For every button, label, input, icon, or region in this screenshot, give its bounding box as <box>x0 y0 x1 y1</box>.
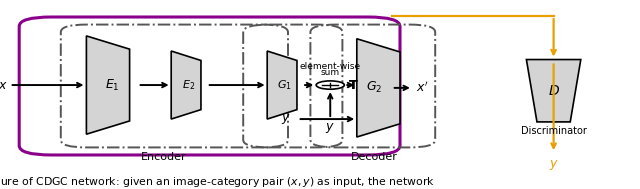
Polygon shape <box>357 39 400 137</box>
Text: Decoder: Decoder <box>351 152 398 162</box>
Text: $y$: $y$ <box>548 158 559 172</box>
Polygon shape <box>172 51 201 119</box>
Circle shape <box>316 81 344 89</box>
Text: $y$: $y$ <box>282 112 291 126</box>
Text: element-wise: element-wise <box>300 62 361 71</box>
Text: $x$: $x$ <box>0 79 8 91</box>
Text: $\mathbf{T}$: $\mathbf{T}$ <box>348 79 358 91</box>
Text: $y$: $y$ <box>325 121 335 135</box>
Polygon shape <box>526 60 581 122</box>
Text: $\mathbf{T}$: $\mathbf{T}$ <box>348 79 358 91</box>
Text: ure of CDGC network: given an image-category pair $(x, y)$ as input, the network: ure of CDGC network: given an image-cate… <box>0 175 435 189</box>
Text: $G_2$: $G_2$ <box>366 80 383 95</box>
Text: $E_2$: $E_2$ <box>182 78 195 92</box>
Text: Discriminator: Discriminator <box>521 126 586 136</box>
Polygon shape <box>86 36 129 134</box>
Text: Encoder: Encoder <box>140 152 186 162</box>
Text: sum: sum <box>321 67 340 77</box>
Text: $x'$: $x'$ <box>416 81 429 95</box>
Text: $D$: $D$ <box>548 84 559 98</box>
Text: $E_1$: $E_1$ <box>105 77 119 93</box>
Polygon shape <box>268 51 297 119</box>
Text: $G_1$: $G_1$ <box>277 78 292 92</box>
